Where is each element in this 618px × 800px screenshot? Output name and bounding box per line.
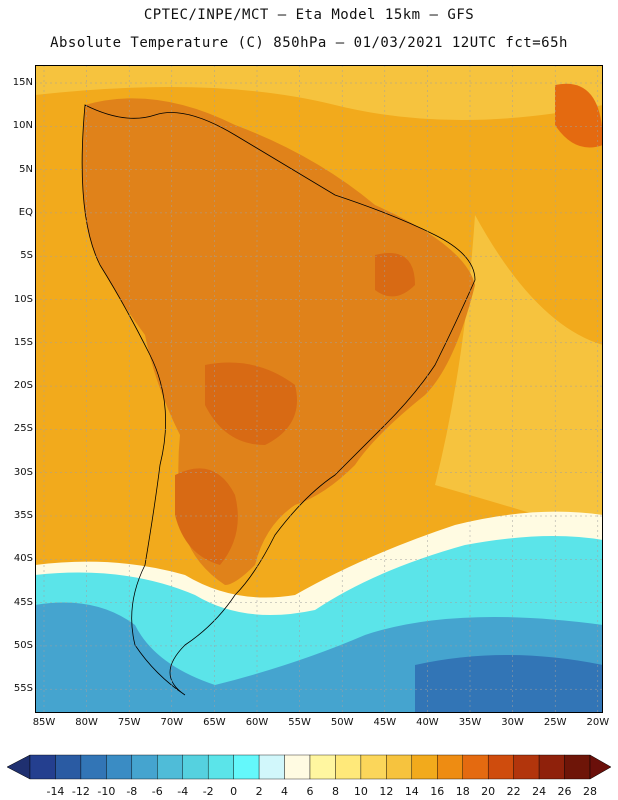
lat-label: 5N [19, 163, 33, 175]
lon-label: 65W [203, 717, 226, 728]
colorbar-label: 16 [430, 785, 445, 798]
colorbar [6, 754, 612, 780]
colorbar-swatch [106, 754, 133, 780]
lat-label: 25S [13, 423, 33, 435]
colorbar-swatch [437, 754, 463, 780]
lat-label: 15S [13, 336, 33, 348]
colorbar-label: 22 [506, 785, 521, 798]
lon-label: 85W [32, 717, 56, 728]
lat-label: 45S [13, 596, 33, 608]
lat-label: 50S [13, 639, 33, 651]
lat-label: 20S [13, 380, 33, 392]
lat-label: EQ [18, 206, 33, 218]
colorbar-label: 28 [583, 785, 597, 798]
lon-label: 75W [117, 717, 141, 728]
colorbar-label: 4 [281, 785, 289, 798]
map-title: CPTEC/INPE/MCT – Eta Model 15km – GFS [143, 7, 475, 23]
colorbar-label: -6 [151, 785, 163, 798]
colorbar-label: -10 [97, 785, 116, 798]
lat-label: 55S [13, 683, 33, 695]
colorbar-swatch [487, 754, 514, 780]
colorbar-swatch [131, 754, 158, 780]
colorbar-swatch [233, 754, 260, 780]
lat-label: 30S [13, 466, 33, 478]
ne-warm-patch [555, 83, 603, 148]
colorbar-swatch [29, 754, 56, 780]
map-subtitle: Absolute Temperature (C) 850hPa – 01/03/… [50, 35, 568, 51]
colorbar-swatch [538, 754, 565, 780]
colorbar-low-arrow [6, 754, 31, 780]
lon-label: 30W [501, 717, 524, 728]
lat-label: 10N [12, 120, 33, 132]
colorbar-label: -8 [126, 785, 138, 798]
lon-label: 50W [330, 717, 354, 728]
colorbar-label: 18 [455, 785, 470, 798]
colorbar-label: 10 [353, 785, 368, 798]
colorbar-label: -12 [71, 785, 90, 798]
coastline [81, 104, 476, 696]
lon-label: 70W [160, 717, 184, 728]
colorbar-swatch [80, 754, 107, 780]
lon-label: 25W [543, 717, 567, 728]
colorbar-swatch [284, 754, 311, 780]
lat-label: 35S [13, 510, 33, 521]
lon-label: 20W [586, 717, 610, 728]
colorbar-swatch [55, 754, 82, 780]
colorbar-swatch [360, 754, 387, 780]
lat-label: 10S [13, 293, 33, 305]
colorbar-label: 0 [230, 785, 238, 798]
colorbar-swatch [564, 754, 591, 780]
colorbar-swatch [309, 754, 336, 780]
colorbar-label: 12 [379, 785, 394, 798]
lon-label: 60W [245, 717, 269, 728]
lon-label: 40W [416, 717, 439, 728]
colorbar-swatch [462, 754, 489, 780]
colorbar-label: -2 [202, 785, 214, 798]
coldest-sea-band [415, 655, 603, 713]
hot-patch-center [205, 362, 297, 445]
colorbar-swatch [335, 754, 362, 780]
lon-label: 55W [288, 717, 311, 728]
lon-label: 45W [373, 717, 397, 728]
north-pale-band [35, 65, 603, 120]
lat-label: 40S [13, 553, 33, 565]
lon-label: 80W [75, 717, 98, 728]
colorbar-swatch [207, 754, 234, 780]
colorbar-label: -4 [177, 785, 189, 798]
colorbar-swatch [411, 754, 438, 780]
colorbar-swatch [157, 754, 183, 780]
continent-warm [81, 98, 476, 586]
east-ocean-band [435, 215, 603, 535]
colorbar-swatch [258, 754, 285, 780]
colorbar-high-arrow [589, 754, 612, 780]
colorbar-label: 24 [532, 785, 547, 798]
colorbar-label: 20 [481, 785, 496, 798]
colorbar-swatch [182, 754, 209, 780]
colorbar-label: 8 [331, 785, 339, 798]
lon-label: 35W [458, 717, 482, 728]
colorbar-label: -14 [46, 785, 65, 798]
temperature-map [35, 65, 603, 713]
colorbar-swatch [513, 754, 540, 780]
colorbar-label: 14 [404, 785, 419, 798]
lat-label: 5S [20, 250, 33, 262]
hot-patch-south [175, 468, 238, 565]
colorbar-label: 2 [255, 785, 263, 798]
lat-label: 15N [12, 77, 33, 88]
colorbar-label: 26 [557, 785, 572, 798]
map-frame [35, 65, 603, 713]
colorbar-swatch [386, 754, 413, 780]
colorbar-label: 6 [306, 785, 314, 798]
